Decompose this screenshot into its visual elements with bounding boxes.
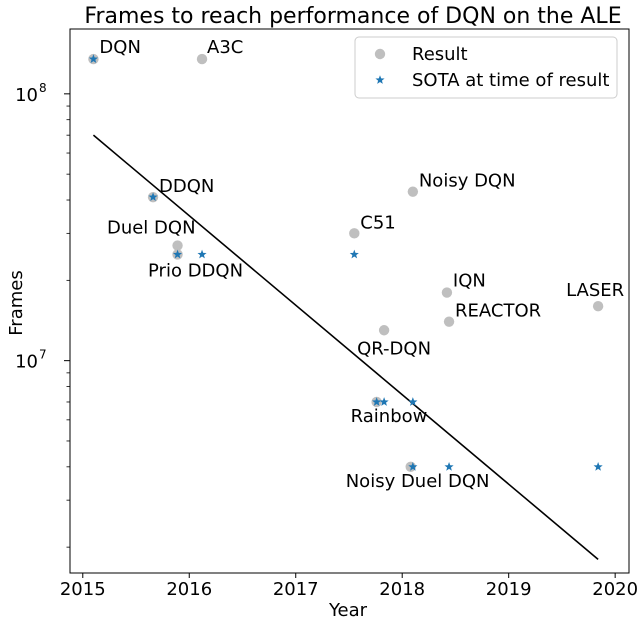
y-tick-label-exp-7: 7 (39, 348, 47, 362)
legend: Result SOTA at time of result (354, 36, 618, 99)
result-point-laser (592, 300, 604, 312)
point-label-a3c: A3C (207, 37, 243, 58)
sota-point-8 (408, 462, 418, 471)
point-label-noisy-duel-dqn: Noisy Duel DQN (346, 471, 490, 492)
point-label-reactor: REACTOR (455, 301, 541, 322)
point-label-qr-dqn: QR-DQN (357, 338, 431, 359)
plot-area: DQN A3C DDQN Duel DQN Prio DDQN C51 Noisy DQN I… (88, 37, 624, 560)
point-label-duel-dqn: Duel DQN (107, 218, 196, 239)
axes-frame (69, 28, 630, 574)
legend-marker-sota (375, 75, 385, 84)
chart-title: Frames to reach performance of DQN on th… (84, 4, 621, 29)
result-point-duel-dqn (172, 240, 183, 251)
sota-point-4 (349, 249, 359, 259)
x-tick-label-2018: 2018 (379, 579, 425, 600)
x-tick-label-2019: 2019 (486, 579, 532, 600)
point-label-rainbow: Rainbow (351, 406, 428, 427)
point-label-iqn: IQN (453, 271, 486, 292)
x-tick-label-2017: 2017 (273, 579, 319, 600)
x-tick-label-2016: 2016 (166, 579, 212, 600)
result-point-iqn (441, 287, 453, 298)
sota-point-2 (172, 249, 183, 259)
legend-marker-result (374, 48, 386, 60)
legend-frame (354, 36, 618, 99)
point-label-ddqn: DDQN (159, 176, 214, 197)
y-tick-label-base-8: 10 (15, 85, 38, 106)
result-point-noisy-dqn (407, 186, 419, 197)
legend-label-0: Result (412, 44, 468, 65)
point-label-noisy-dqn: Noisy DQN (419, 171, 516, 192)
legend-label-1: SOTA at time of result (412, 70, 609, 91)
point-label-prio-ddqn: Prio DDQN (148, 260, 243, 281)
result-point-a3c (196, 53, 208, 65)
y-axis-label: Frames (6, 270, 27, 335)
result-point-c51 (349, 228, 360, 239)
x-axis-label: Year (328, 600, 368, 621)
result-point-reactor (443, 316, 455, 327)
y-tick-label-exp-8: 8 (39, 81, 47, 95)
x-tick-label-2015: 2015 (60, 579, 106, 600)
point-label-laser: LASER (566, 280, 624, 301)
x-tick-label-2020: 2020 (592, 579, 638, 600)
trend-line (92, 134, 599, 560)
sota-point-6 (379, 397, 389, 406)
sota-point-5 (372, 397, 382, 406)
sota-point-0 (88, 54, 98, 63)
sota-point-7 (408, 397, 418, 406)
result-point-qr-dqn (378, 325, 390, 336)
sota-point-1 (148, 192, 158, 202)
sota-point-9 (444, 462, 454, 471)
point-label-dqn: DQN (99, 37, 141, 58)
point-label-c51: C51 (360, 212, 395, 233)
y-tick-label-base-7: 10 (15, 352, 38, 373)
sota-point-10 (593, 462, 603, 471)
sota-point-3 (197, 249, 207, 259)
